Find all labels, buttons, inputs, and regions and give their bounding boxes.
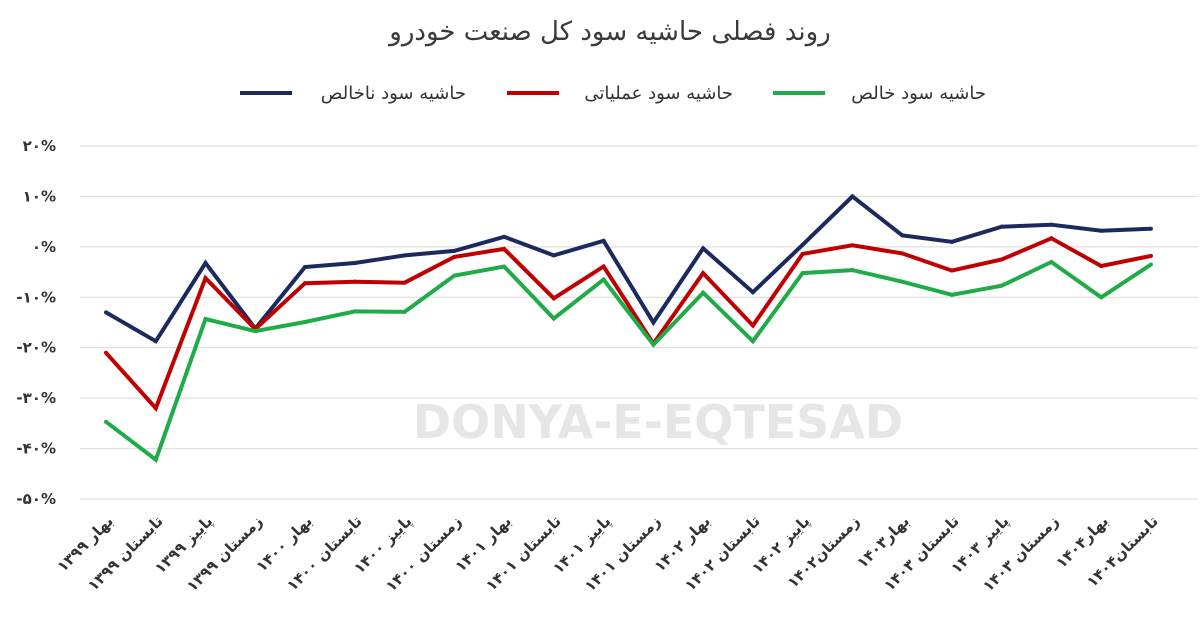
legend-label: حاشیه سود عملیاتی [584, 83, 733, 104]
data-point [303, 319, 308, 324]
series-line-0 [104, 193, 1152, 344]
data-point [999, 257, 1004, 262]
data-point [999, 224, 1004, 229]
data-point [502, 264, 507, 269]
chart-title: روند فصلی حاشیه سود کل صنعت خودرو [387, 17, 830, 47]
data-point [1099, 264, 1104, 269]
data-point [949, 239, 954, 244]
data-point [551, 253, 556, 258]
legend-label: حاشیه سود ناخالص [321, 83, 466, 104]
data-point [1148, 262, 1153, 267]
series-lines [104, 193, 1153, 463]
y-tick-label: ۱۰% [23, 187, 56, 205]
data-point [253, 329, 258, 334]
data-point [800, 271, 805, 276]
data-point [651, 320, 656, 325]
data-point [402, 280, 407, 285]
legend: حاشیه سود ناخالص حاشیه سود عملیاتی حاشیه س… [240, 83, 986, 104]
data-point [601, 264, 606, 269]
data-point [303, 281, 308, 286]
data-point [1099, 295, 1104, 300]
y-axis: ۲۰% ۱۰% ۰% -۱۰% -۲۰% -۳۰% -۴۰% -۵۰% [16, 137, 56, 508]
data-point [750, 323, 755, 328]
data-point [352, 260, 357, 265]
data-point [800, 251, 805, 256]
data-point [1148, 253, 1153, 258]
data-point [850, 243, 855, 248]
data-point [104, 310, 108, 315]
legend-label: حاشیه سود خالص [851, 83, 986, 104]
data-point [203, 316, 208, 321]
data-point [850, 194, 855, 199]
series-line-1 [104, 236, 1152, 412]
y-tick-label: ۰% [32, 238, 56, 256]
data-point [999, 283, 1004, 288]
data-point [352, 279, 357, 284]
y-tick-label: -۴۰% [16, 440, 56, 458]
data-point [402, 309, 407, 314]
data-point [701, 246, 706, 251]
data-point [1148, 226, 1153, 231]
data-point [850, 268, 855, 273]
data-point [502, 234, 507, 239]
gridlines [80, 145, 1198, 500]
data-point [1049, 236, 1054, 241]
data-point [601, 277, 606, 282]
data-point [750, 339, 755, 344]
y-tick-label: -۵۰% [16, 490, 56, 508]
data-point [1049, 259, 1054, 264]
data-point [452, 273, 457, 278]
data-point [153, 457, 158, 462]
y-tick-label: -۱۰% [16, 288, 56, 306]
y-tick-label: ۲۰% [23, 137, 56, 155]
data-point [104, 350, 108, 355]
data-point [104, 419, 108, 424]
data-point [701, 290, 706, 295]
data-point [153, 406, 158, 411]
y-tick-label: -۲۰% [16, 339, 56, 357]
watermark-text: DONYA-E-EQTESAD [413, 395, 903, 449]
data-point [452, 248, 457, 253]
data-point [601, 238, 606, 243]
series-line-2 [104, 259, 1153, 463]
data-point [949, 292, 954, 297]
data-point [153, 339, 158, 344]
data-point [452, 254, 457, 259]
data-point [303, 265, 308, 270]
data-point [900, 279, 905, 284]
data-point [701, 271, 706, 276]
data-point [900, 233, 905, 238]
data-point [750, 290, 755, 295]
data-point [551, 296, 556, 301]
data-point [402, 253, 407, 258]
data-point [1099, 228, 1104, 233]
watermark: DONYA-E-EQTESAD [413, 395, 903, 449]
data-point [551, 316, 556, 321]
data-point [502, 246, 507, 251]
data-point [203, 276, 208, 281]
data-point [949, 268, 954, 273]
data-point [203, 260, 208, 265]
data-point [352, 309, 357, 314]
data-point [1049, 222, 1054, 227]
data-point [900, 251, 905, 256]
data-point [651, 342, 656, 347]
y-tick-label: -۳۰% [16, 389, 56, 407]
data-point [800, 242, 805, 247]
